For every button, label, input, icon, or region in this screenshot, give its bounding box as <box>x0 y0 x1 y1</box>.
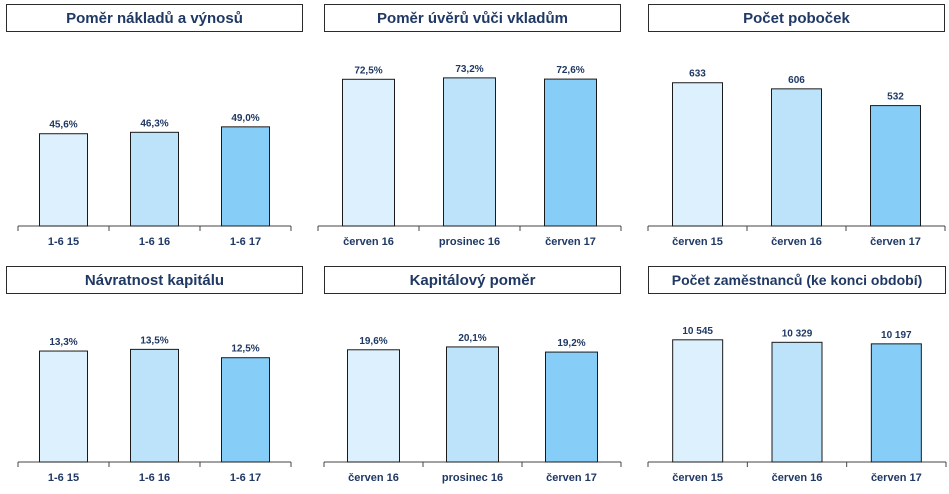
bar <box>672 339 724 463</box>
x-tick-label: červen 16 <box>771 236 822 248</box>
chart-title: Poměr nákladů a výnosů <box>6 4 303 32</box>
bar <box>130 348 179 463</box>
bar <box>771 88 822 227</box>
x-tick-label: červen 17 <box>545 236 596 248</box>
data-label: 45,6% <box>49 120 77 131</box>
chart-panel-cost-income: Poměr nákladů a výnosů 45,6% 1-6 15 46,3% 1… <box>6 4 303 248</box>
x-tick-label: červen 16 <box>343 236 394 248</box>
data-label: 19,6% <box>359 336 387 347</box>
x-tick-label: červen 15 <box>672 236 723 248</box>
bar <box>443 77 496 227</box>
x-tick-label: červen 16 <box>772 472 823 484</box>
x-tick-label: 1-6 17 <box>230 472 261 484</box>
bar <box>221 357 270 463</box>
chart-title: Kapitálový poměr <box>324 266 621 294</box>
bar <box>342 78 395 227</box>
bar <box>672 82 723 227</box>
chart-panel-capital-ratio: Kapitálový poměr 19,6% červen 16 20,1% pros… <box>323 266 622 488</box>
x-tick-label: prosinec 16 <box>442 472 503 484</box>
chart-loan-deposit: 72,5% červen 16 73,2% prosinec 16 72,6% červe… <box>317 64 622 248</box>
chart-panel-roe: Návratnost kapitálu 13,3% 1-6 15 13,5% 1-6 … <box>6 266 303 484</box>
data-label: 532 <box>887 92 904 103</box>
x-tick-label: červen 16 <box>348 472 399 484</box>
data-label: 633 <box>689 69 706 80</box>
data-label: 12,5% <box>231 344 259 355</box>
x-tick-label: 1-6 17 <box>230 236 261 248</box>
data-label: 72,6% <box>556 65 584 76</box>
chart-panel-loan-deposit: Poměr úvěrů vůči vkladům 72,5% červen 16 7… <box>317 4 622 248</box>
chart-branches: 633 červen 15 606 červen 16 532 červen 17 <box>647 69 946 248</box>
chart-roe: 13,3% 1-6 15 13,5% 1-6 16 12,5% 1-6 17 <box>17 335 292 484</box>
x-tick-label: červen 17 <box>546 472 597 484</box>
bar <box>544 78 597 227</box>
data-label: 10 545 <box>682 326 713 337</box>
data-label: 72,5% <box>354 65 382 76</box>
x-tick-label: červen 17 <box>871 472 922 484</box>
x-tick-label: 1-6 16 <box>139 472 170 484</box>
bar <box>545 351 598 463</box>
chart-title: Počet poboček <box>648 4 945 32</box>
x-tick-label: 1-6 16 <box>139 236 170 248</box>
data-label: 13,3% <box>49 337 77 348</box>
bar <box>39 350 88 463</box>
bar <box>221 126 270 227</box>
bar <box>771 341 823 463</box>
chart-panel-branches: Počet poboček 633 červen 15 606 červen 16 53… <box>647 4 946 248</box>
x-tick-label: červen 15 <box>672 472 723 484</box>
data-label: 73,2% <box>455 64 483 75</box>
bar <box>347 349 400 463</box>
x-tick-label: prosinec 16 <box>439 236 500 248</box>
data-label: 10 197 <box>881 330 912 341</box>
data-label: 49,0% <box>231 113 259 124</box>
data-label: 46,3% <box>140 118 168 129</box>
bar <box>39 133 88 227</box>
data-label: 13,5% <box>140 335 168 346</box>
x-tick-label: 1-6 15 <box>48 236 79 248</box>
bar <box>870 105 921 227</box>
chart-capital-ratio: 19,6% červen 16 20,1% prosinec 16 19,2% červe… <box>323 333 622 484</box>
bar <box>446 346 499 463</box>
chart-panel-employees: Počet zaměstnanců (ke konci období) 10 5… <box>647 266 947 488</box>
data-label: 20,1% <box>458 333 486 344</box>
chart-title: Poměr úvěrů vůči vkladům <box>324 4 621 32</box>
data-label: 606 <box>788 75 805 86</box>
chart-title: Počet zaměstnanců (ke konci období) <box>648 266 946 294</box>
bar <box>130 131 179 227</box>
chart-employees: 10 545 červen 15 10 329 červen 16 10 197 červ… <box>647 326 947 484</box>
bar <box>870 343 922 463</box>
chart-cost-income: 45,6% 1-6 15 46,3% 1-6 16 49,0% 1-6 17 <box>17 113 292 248</box>
x-tick-label: červen 17 <box>870 236 921 248</box>
x-tick-label: 1-6 15 <box>48 472 79 484</box>
chart-title: Návratnost kapitálu <box>6 266 303 294</box>
data-label: 10 329 <box>782 328 813 339</box>
data-label: 19,2% <box>557 338 585 349</box>
